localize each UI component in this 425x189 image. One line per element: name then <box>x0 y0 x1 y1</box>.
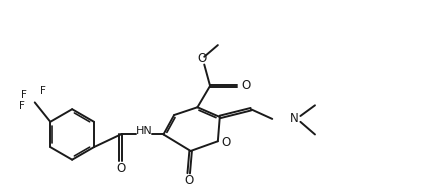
Text: O: O <box>116 162 125 175</box>
Text: F: F <box>40 86 45 96</box>
Text: O: O <box>198 52 207 65</box>
Text: O: O <box>184 174 193 187</box>
Text: O: O <box>221 136 230 149</box>
Text: HN: HN <box>136 125 153 136</box>
Text: F: F <box>19 101 25 111</box>
Text: O: O <box>241 79 251 92</box>
Text: N: N <box>290 112 299 125</box>
Text: F: F <box>21 90 27 100</box>
